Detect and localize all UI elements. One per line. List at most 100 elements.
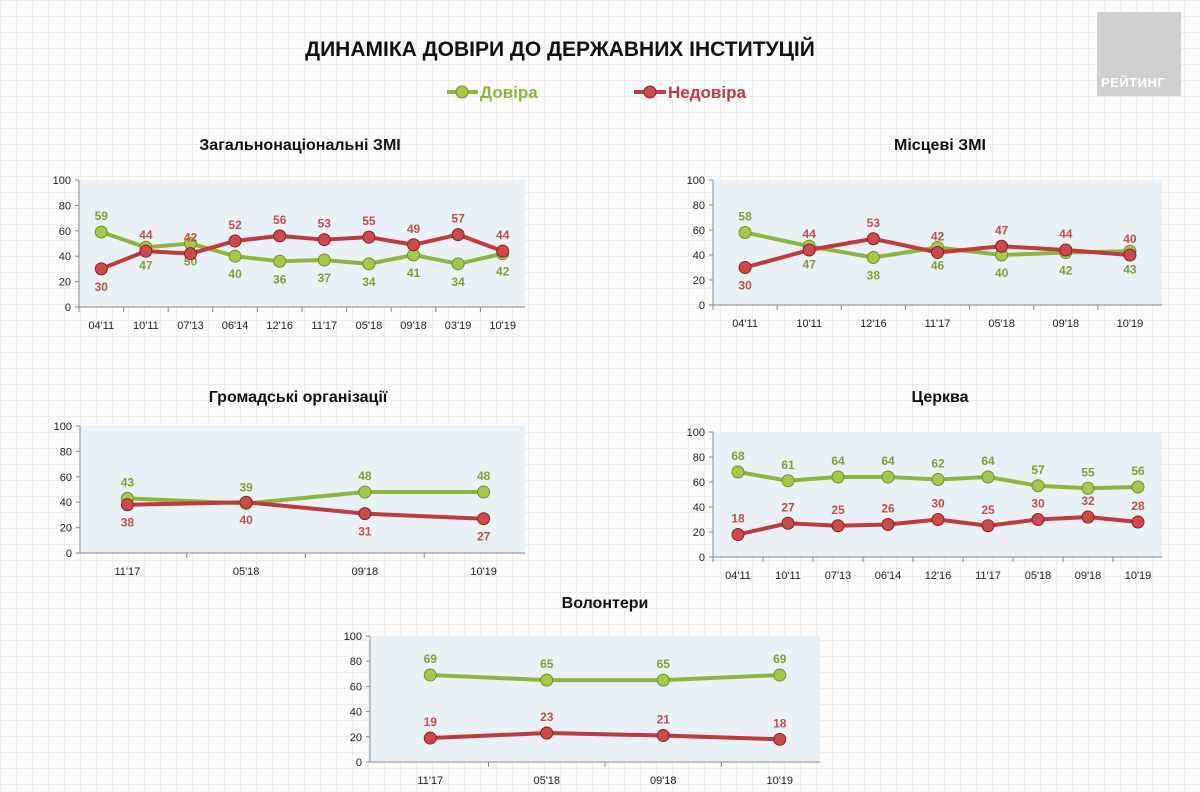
- data-label-distrust: 42: [184, 231, 198, 245]
- y-tick-label: 80: [350, 656, 362, 668]
- data-point-distrust: [1059, 243, 1073, 257]
- x-tick-label: 09'18: [352, 566, 379, 578]
- data-point-trust: [738, 226, 752, 239]
- rating-logo: РЕЙТИНГ: [1097, 12, 1181, 96]
- y-tick-label: 100: [687, 427, 705, 439]
- data-label-trust: 69: [773, 652, 787, 666]
- data-point-distrust: [773, 732, 787, 746]
- data-label-distrust: 27: [781, 500, 795, 514]
- y-tick-label: 0: [66, 548, 72, 560]
- data-label-trust: 58: [738, 210, 752, 224]
- data-label-trust: 40: [995, 266, 1009, 280]
- data-label-trust: 62: [931, 457, 945, 471]
- y-tick-label: 40: [350, 707, 362, 719]
- x-tick-label: 09'18: [1075, 570, 1102, 582]
- x-tick-label: 10'11: [775, 570, 801, 582]
- plot-area: [80, 426, 525, 553]
- series-line-distrust: [127, 500, 484, 521]
- y-tick-label: 40: [693, 250, 705, 262]
- data-point-distrust: [981, 519, 995, 533]
- x-tick-label: 11'17: [114, 566, 140, 578]
- data-label-trust: 37: [318, 271, 332, 285]
- data-label-distrust: 31: [358, 525, 372, 539]
- data-point-trust: [931, 473, 945, 486]
- y-tick-label: 20: [350, 732, 362, 744]
- data-label-distrust: 25: [981, 503, 995, 517]
- x-tick-label: 12'16: [266, 320, 293, 332]
- data-label-distrust: 28: [1131, 499, 1145, 513]
- data-point-trust: [1081, 481, 1095, 495]
- data-label-distrust: 25: [831, 503, 845, 517]
- data-point-distrust: [496, 244, 510, 258]
- chart-title: Церква: [911, 389, 968, 406]
- x-tick-label: 10'19: [489, 320, 516, 332]
- data-label-trust: 47: [803, 257, 817, 271]
- data-label-distrust: 56: [273, 213, 287, 227]
- x-tick-label: 10'19: [766, 775, 793, 787]
- data-label-distrust: 42: [931, 230, 945, 244]
- data-point-distrust: [94, 262, 108, 276]
- x-tick-label: 09'18: [400, 320, 427, 332]
- data-point-distrust: [656, 729, 670, 743]
- chart-title: Громадські організації: [209, 389, 388, 406]
- data-point-trust: [228, 249, 242, 263]
- data-point-distrust: [1123, 248, 1137, 262]
- series-line-distrust: [100, 232, 504, 271]
- data-label-trust: 38: [867, 269, 881, 283]
- chart-title: Загальнонаціональні ЗМІ: [199, 137, 400, 154]
- data-label-trust: 40: [228, 267, 242, 281]
- x-tick-label: 10'11: [796, 318, 822, 330]
- data-label-distrust: 19: [424, 715, 438, 729]
- plot-area: [79, 180, 525, 307]
- series-line-distrust: [430, 731, 780, 742]
- data-label-distrust: 21: [657, 713, 671, 727]
- data-label-distrust: 18: [731, 512, 745, 526]
- data-label-trust: 36: [273, 272, 287, 286]
- y-tick-label: 0: [65, 302, 71, 314]
- legend-trust-marker: [455, 85, 469, 99]
- y-tick-label: 20: [693, 275, 705, 287]
- data-label-trust: 43: [1123, 262, 1137, 276]
- data-label-trust: 56: [1131, 464, 1145, 478]
- data-point-trust: [881, 470, 895, 484]
- data-point-distrust: [931, 513, 945, 526]
- x-tick-label: 11'17: [417, 775, 443, 787]
- data-label-distrust: 47: [995, 223, 1009, 237]
- y-tick-label: 100: [687, 175, 705, 187]
- x-tick-label: 12'16: [860, 318, 887, 330]
- x-tick-label: 04'11: [725, 570, 751, 582]
- y-tick-label: 60: [59, 226, 71, 238]
- data-label-distrust: 38: [121, 516, 135, 530]
- data-label-trust: 41: [407, 266, 421, 280]
- y-tick-label: 60: [693, 225, 705, 237]
- data-point-trust: [773, 668, 787, 682]
- data-point-distrust: [407, 238, 420, 252]
- y-tick-label: 60: [350, 681, 362, 693]
- data-point-distrust: [358, 507, 372, 521]
- data-point-trust: [451, 257, 465, 271]
- x-tick-label: 04'11: [88, 320, 114, 332]
- data-point-distrust: [781, 516, 795, 530]
- x-tick-label: 11'17: [311, 320, 337, 332]
- y-tick-label: 20: [60, 523, 72, 535]
- data-label-distrust: 53: [318, 217, 332, 231]
- data-point-distrust: [184, 247, 197, 261]
- y-tick-label: 80: [59, 200, 71, 212]
- x-tick-label: 05'18: [356, 320, 383, 332]
- data-label-distrust: 30: [931, 497, 945, 511]
- data-label-distrust: 40: [239, 513, 253, 527]
- x-tick-label: 06'14: [875, 570, 902, 582]
- data-label-distrust: 53: [867, 216, 881, 230]
- x-tick-label: 05'18: [988, 318, 1015, 330]
- x-tick-label: 10'19: [470, 566, 497, 578]
- data-point-distrust: [931, 246, 944, 259]
- data-label-distrust: 32: [1081, 494, 1095, 508]
- data-point-distrust: [1031, 513, 1045, 526]
- y-tick-label: 80: [60, 446, 72, 458]
- data-point-trust: [831, 470, 845, 484]
- data-label-distrust: 44: [803, 227, 817, 241]
- data-label-trust: 34: [362, 275, 376, 289]
- y-tick-label: 100: [54, 421, 72, 433]
- data-label-distrust: 44: [1059, 227, 1073, 241]
- x-tick-label: 05'18: [1025, 570, 1052, 582]
